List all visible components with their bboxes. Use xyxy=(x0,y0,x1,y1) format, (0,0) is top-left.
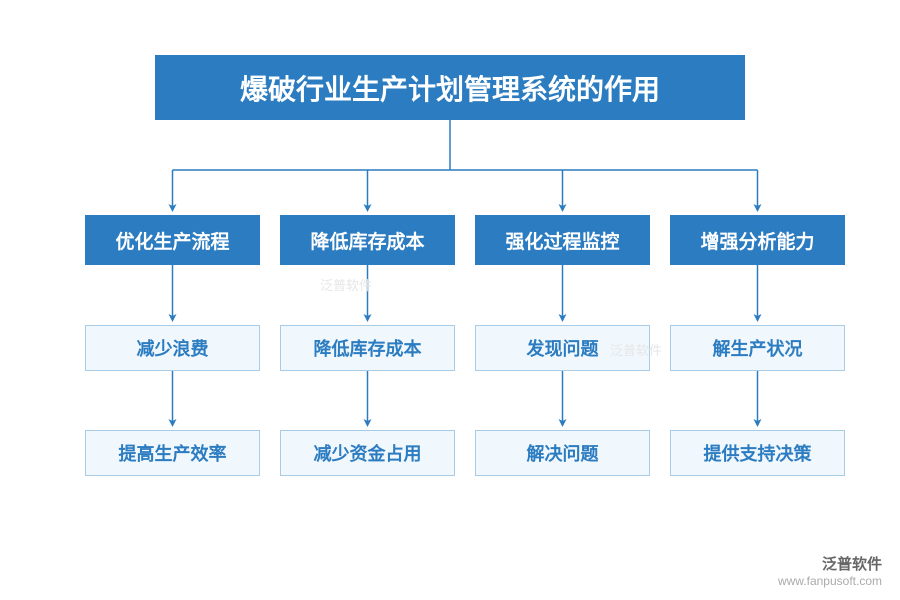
category-node: 优化生产流程 xyxy=(85,215,260,265)
category-label: 强化过程监控 xyxy=(505,227,619,254)
leaf-label: 发现问题 xyxy=(527,335,599,361)
leaf-label: 解生产状况 xyxy=(713,335,803,361)
category-label: 降低库存成本 xyxy=(310,227,424,254)
faint-mark: 泛普软件 xyxy=(320,275,372,294)
leaf-node: 提供支持决策 xyxy=(670,430,845,476)
leaf-label: 减少资金占用 xyxy=(314,440,422,466)
category-node: 增强分析能力 xyxy=(670,215,845,265)
watermark-url: www.fanpusoft.com xyxy=(778,574,882,590)
title-text: 爆破行业生产计划管理系统的作用 xyxy=(240,68,660,108)
category-label: 优化生产流程 xyxy=(115,227,229,254)
leaf-label: 降低库存成本 xyxy=(314,335,422,361)
category-label: 增强分析能力 xyxy=(700,227,814,254)
leaf-node: 解生产状况 xyxy=(670,325,845,371)
category-node: 降低库存成本 xyxy=(280,215,455,265)
watermark-brand: 泛普软件 xyxy=(778,555,882,575)
leaf-node: 降低库存成本 xyxy=(280,325,455,371)
leaf-node: 减少浪费 xyxy=(85,325,260,371)
leaf-node: 发现问题 xyxy=(475,325,650,371)
diagram-canvas: 爆破行业生产计划管理系统的作用 优化生产流程减少浪费提高生产效率 降低库存成本降低… xyxy=(0,0,900,600)
leaf-label: 提供支持决策 xyxy=(704,440,812,466)
title-node: 爆破行业生产计划管理系统的作用 xyxy=(155,55,745,120)
leaf-node: 提高生产效率 xyxy=(85,430,260,476)
leaf-node: 减少资金占用 xyxy=(280,430,455,476)
category-node: 强化过程监控 xyxy=(475,215,650,265)
leaf-node: 解决问题 xyxy=(475,430,650,476)
leaf-label: 解决问题 xyxy=(527,440,599,466)
leaf-label: 提高生产效率 xyxy=(119,440,227,466)
leaf-label: 减少浪费 xyxy=(137,335,209,361)
watermark: 泛普软件 www.fanpusoft.com xyxy=(778,555,882,590)
